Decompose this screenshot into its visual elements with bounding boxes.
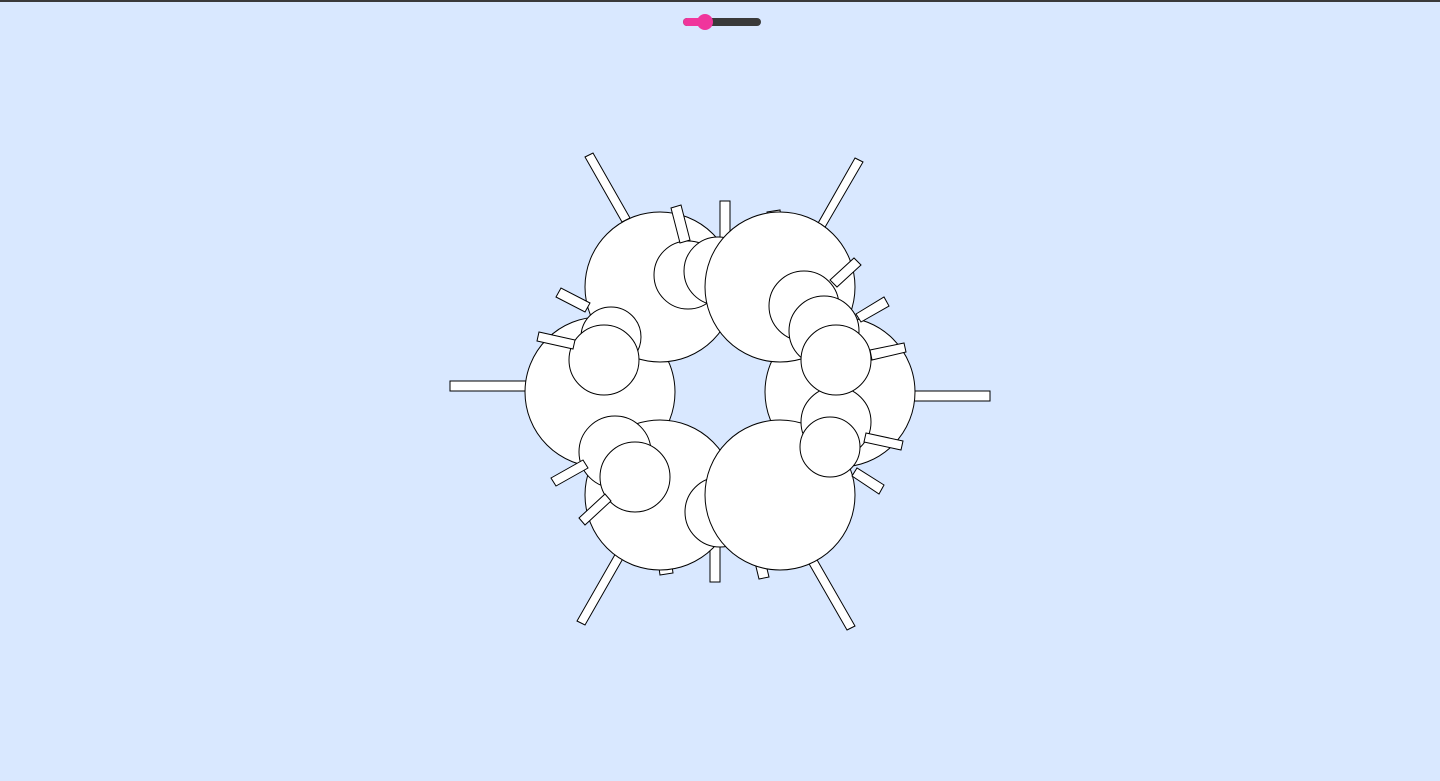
medium-circle — [799, 416, 861, 478]
short-spoke — [829, 257, 862, 288]
short-spoke — [869, 342, 907, 361]
spoke — [816, 157, 864, 230]
spoke — [576, 550, 626, 626]
medium-circle — [568, 324, 640, 396]
spoke — [807, 557, 856, 631]
spoke — [449, 380, 528, 392]
short-spoke — [578, 493, 612, 526]
spoke — [913, 390, 991, 402]
short-spoke — [709, 544, 721, 583]
top-border — [0, 0, 1440, 2]
slider-track[interactable] — [683, 18, 761, 26]
short-spoke — [550, 459, 589, 487]
spoke — [584, 152, 631, 223]
medium-circle — [800, 324, 872, 396]
short-spoke — [555, 287, 591, 313]
short-spoke — [670, 204, 691, 244]
medium-circle — [599, 441, 671, 513]
short-spoke — [863, 432, 904, 451]
slider-fill — [683, 18, 705, 26]
slider-thumb[interactable] — [696, 14, 713, 30]
short-spoke — [855, 296, 890, 323]
short-spoke — [851, 467, 885, 495]
short-spoke — [536, 331, 576, 350]
